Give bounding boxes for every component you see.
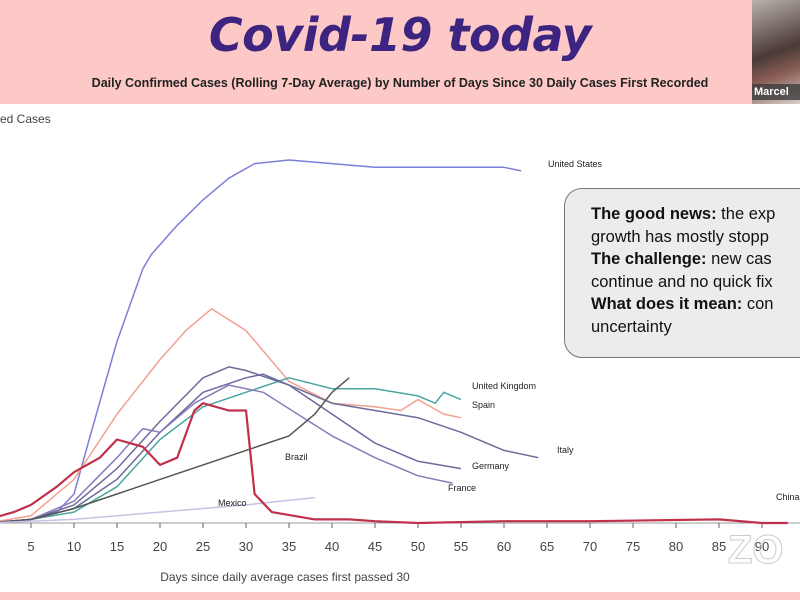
series-line-mexico: [0, 496, 315, 524]
series-label: United Kingdom: [472, 381, 536, 391]
x-tick-label: 40: [325, 539, 339, 554]
series-line-united-states: [0, 159, 522, 523]
x-tick-label: 65: [540, 539, 554, 554]
callout-line: continue and no quick fix: [591, 272, 773, 291]
x-tick-label: 15: [110, 539, 124, 554]
callout-line: The good news: the exp: [591, 205, 776, 223]
callout-line: growth has mostly stopp: [591, 227, 769, 246]
x-tick-label: 60: [497, 539, 511, 554]
series-label: Spain: [472, 400, 495, 410]
chart-subtitle: Daily Confirmed Cases (Rolling 7-Day Ave…: [91, 76, 709, 90]
x-tick-label: 75: [626, 539, 640, 554]
slide-footer: [0, 592, 800, 600]
callout-line: uncertainty: [591, 317, 672, 336]
x-tick-label: 85: [712, 539, 726, 554]
x-tick-label: 80: [669, 539, 683, 554]
x-tick-label: 20: [153, 539, 167, 554]
x-tick-label: 30: [239, 539, 253, 554]
slide-title: Covid-19 today: [208, 8, 592, 62]
zoom-watermark: ZO: [728, 528, 785, 573]
series-label: Mexico: [218, 498, 247, 508]
x-tick-label: 55: [454, 539, 468, 554]
series-label: France: [448, 483, 476, 493]
x-tick-label: 25: [196, 539, 210, 554]
x-tick-label: 50: [411, 539, 425, 554]
webcam-thumbnail[interactable]: Marcel: [752, 0, 800, 104]
series-label: United States: [548, 159, 603, 169]
x-tick-label: 35: [282, 539, 296, 554]
x-tick-label: 10: [67, 539, 81, 554]
x-tick-label: 5: [27, 539, 34, 554]
series-line-china: [0, 402, 788, 525]
x-tick-label: 45: [368, 539, 382, 554]
participant-name: Marcel: [752, 84, 800, 100]
slide-header: Covid-19 today Daily Confirmed Cases (Ro…: [0, 0, 800, 104]
series-line-france: [0, 384, 453, 523]
callout-line: What does it mean: con: [591, 295, 774, 313]
series-line-italy: [0, 366, 539, 523]
callout-box: The good news: the exp growth has mostly…: [564, 188, 800, 358]
series-label: Brazil: [285, 452, 308, 462]
series-line-united-kingdom: [0, 377, 462, 523]
x-tick-label: 90: [755, 539, 769, 554]
x-axis-label: Days since daily average cases first pas…: [160, 570, 410, 584]
series-label: Germany: [472, 461, 510, 471]
series-label: Italy: [557, 445, 574, 455]
x-axis: 5 10 15 20 25 30 35 40 45 50 55 60 65 70 75 80 85 90: [0, 522, 800, 554]
series-line-spain: [0, 308, 462, 522]
x-tick-label: 70: [583, 539, 597, 554]
y-axis-label: ed Cases: [0, 112, 51, 126]
series-line-brazil: [0, 377, 350, 523]
series-label: China: [776, 492, 800, 502]
callout-line: The challenge: new cas: [591, 250, 772, 268]
